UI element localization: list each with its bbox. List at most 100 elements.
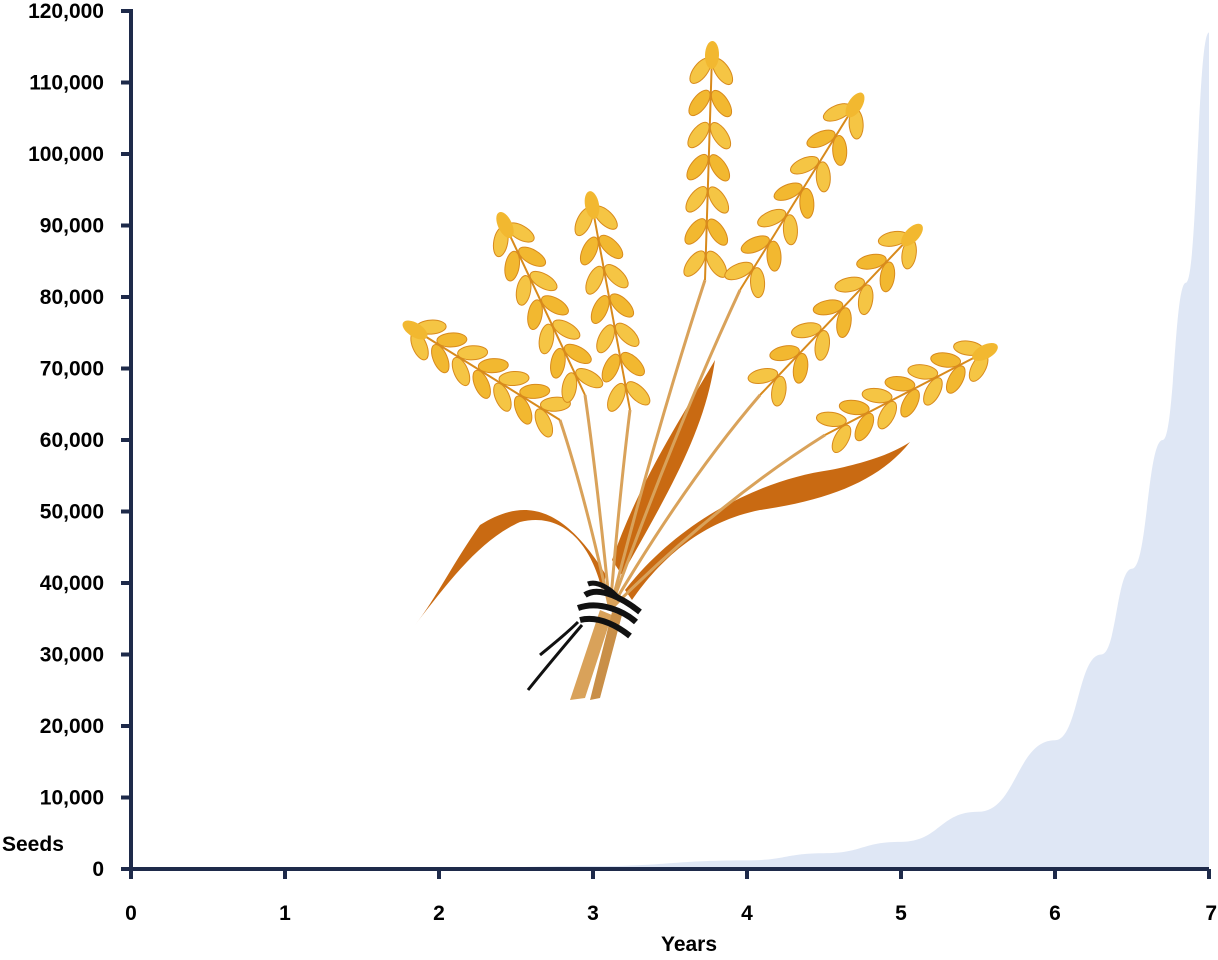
wheat-ear-stem (739, 104, 856, 291)
wheat-grain (493, 382, 512, 412)
wheat-stalk (608, 409, 632, 611)
wheat-grain (402, 320, 428, 340)
wheat-grain (519, 383, 551, 399)
wheat-grain (529, 270, 558, 292)
wheat-grain (884, 376, 916, 392)
twine (576, 602, 639, 625)
twine-end (539, 620, 580, 657)
y-tick-label: 50,000 (40, 501, 104, 524)
wheat-grain (607, 382, 626, 412)
wheat-grain (504, 250, 521, 282)
wheat-grain (724, 261, 754, 281)
x-tick-label: 4 (741, 902, 753, 925)
wheat-grain (815, 161, 831, 193)
wheat-grain (518, 246, 547, 267)
wheat-grain (706, 218, 729, 246)
y-tick-label: 70,000 (40, 358, 104, 381)
wheat-grain (540, 295, 569, 316)
wheat-grain (561, 372, 578, 403)
wheat-grain (598, 234, 624, 260)
wheat-grain (451, 356, 471, 387)
wheat-stalk (608, 394, 762, 611)
wheat-grain (704, 41, 720, 69)
wheat-grain (900, 389, 920, 418)
wheat-stalk (608, 433, 826, 612)
wheat-grain (539, 396, 571, 412)
wheat-grain (687, 121, 710, 149)
wheat-ear-stem (504, 224, 586, 396)
wheat-ear-stem (704, 54, 713, 281)
y-tick-label: 0 (92, 858, 104, 881)
y-tick-label: 30,000 (40, 644, 104, 667)
x-tick-label: 5 (895, 902, 907, 925)
wheat-grain (614, 322, 640, 347)
wheat-grain (747, 368, 779, 384)
x-tick-label: 7 (1205, 902, 1217, 925)
wheat-grain (923, 377, 943, 406)
wheat-grain (901, 223, 923, 247)
twine (587, 580, 622, 602)
wheat-grain (740, 235, 770, 254)
y-axis-title: Seeds (2, 833, 64, 856)
wheat-grain (832, 134, 848, 166)
x-tick-label: 3 (587, 902, 599, 925)
wheat-grain (812, 299, 844, 316)
wheat-stalk (558, 419, 612, 611)
wheat-ear-stem (759, 234, 913, 396)
y-tick-label: 110,000 (29, 72, 104, 95)
wheat-ear-stem (591, 204, 631, 411)
wheat-stalk (583, 394, 612, 611)
wheat-grain (834, 276, 866, 293)
y-tick-label: 80,000 (40, 286, 104, 309)
wheat-ear-stem (824, 351, 986, 436)
wheat-grain (836, 307, 852, 338)
x-tick-label: 1 (279, 902, 291, 925)
wheat-grain (498, 370, 530, 387)
wheat-grain (596, 324, 616, 354)
wheat-grain (686, 153, 709, 181)
wheat-leaf (625, 442, 910, 600)
wheat-ear-stem (414, 329, 561, 421)
y-tick-label: 90,000 (40, 215, 104, 238)
wheat-grain (563, 343, 592, 365)
wheat-grain (930, 352, 962, 368)
wheat-grain (814, 330, 831, 361)
wheat-grain (792, 352, 809, 384)
wheat-grain (579, 236, 599, 266)
wheat-grain (790, 156, 820, 175)
wheat-grain (590, 295, 610, 324)
wheat-grain (604, 264, 629, 289)
x-axis-ticks: 0 1 2 3 4 5 6 7 (125, 869, 1217, 925)
wheat-grain (769, 345, 800, 362)
wheat-grain (861, 387, 893, 404)
wheat-grain (845, 92, 865, 118)
wheat-grain (945, 365, 966, 394)
wheat-grain (791, 322, 822, 339)
x-tick-label: 2 (433, 902, 445, 925)
wheat-grain (584, 191, 600, 219)
wheat-grain (856, 253, 887, 270)
wheat-grain (708, 154, 731, 182)
wheat-stalk-end (590, 612, 622, 700)
y-tick-label: 20,000 (40, 715, 104, 738)
wheat-grain (757, 208, 787, 228)
wheat-grain (585, 265, 605, 295)
x-axis-title: Years (661, 933, 717, 956)
wheat-grain (552, 319, 581, 340)
wheat-grain (436, 332, 468, 348)
wheat-grain (550, 347, 566, 379)
wheat-grain (688, 89, 711, 117)
x-tick-label: 0 (125, 902, 137, 925)
wheat-grain (685, 186, 708, 213)
y-tick-label: 10,000 (40, 787, 104, 810)
wheat-grain (750, 267, 766, 299)
wheat-grain (857, 284, 874, 316)
wheat-bundle-icon (402, 41, 998, 700)
y-tick-label: 60,000 (40, 429, 104, 452)
wheat-grain (782, 214, 798, 246)
wheat-grain (472, 369, 491, 399)
wheat-grain (515, 275, 532, 306)
wheat-stalk (608, 289, 742, 611)
y-axis-ticks: 0 10,000 20,000 30,000 40,000 50,000 60,000 70,… (28, 0, 131, 881)
twine (579, 615, 632, 639)
